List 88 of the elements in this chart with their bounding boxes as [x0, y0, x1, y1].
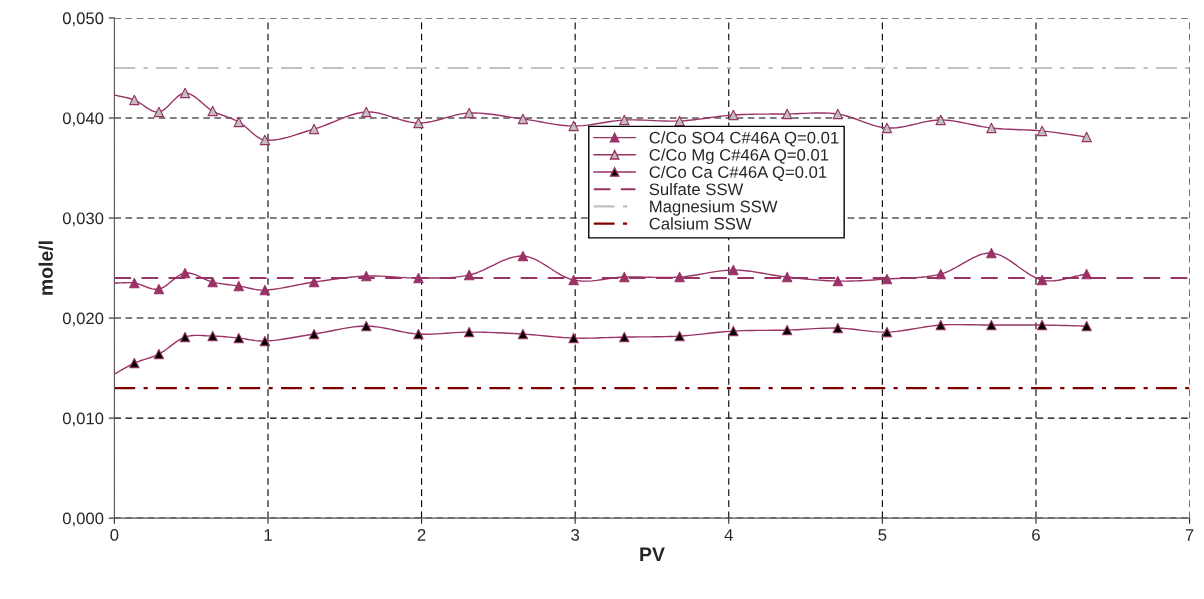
point	[728, 109, 739, 121]
point	[413, 117, 424, 129]
point	[832, 322, 844, 334]
point	[308, 328, 320, 340]
x-tick-label: 0	[110, 528, 119, 541]
point	[568, 120, 579, 132]
y-tick-label: 0,020	[62, 312, 104, 327]
point	[129, 277, 140, 289]
point	[413, 328, 424, 340]
point	[619, 331, 630, 343]
x-tick-label: 2	[417, 528, 426, 541]
point	[832, 108, 844, 120]
legend-label: C/Co Mg C#46A Q=0.01	[649, 148, 829, 165]
point	[463, 107, 475, 119]
x-tick-label: 6	[1032, 528, 1040, 541]
point	[568, 332, 579, 344]
point	[832, 275, 844, 287]
x-tick-label: 3	[571, 528, 580, 541]
point	[781, 324, 793, 336]
point	[1036, 319, 1048, 331]
point	[935, 268, 946, 280]
point	[619, 271, 630, 283]
x-tick-label: 1	[264, 529, 272, 541]
legend-label: Magnesium SSW	[650, 200, 778, 216]
y-tick-label: 0,000	[62, 512, 104, 527]
point	[1081, 320, 1092, 332]
point	[728, 264, 739, 276]
legend-label: Calsium SSW	[649, 217, 752, 230]
point	[568, 274, 579, 286]
point	[233, 116, 245, 128]
x-tick-label: 4	[724, 529, 733, 541]
point	[781, 108, 793, 120]
point	[619, 114, 630, 126]
legend-label: C/Co Ca C#46A Q=0.01	[649, 165, 827, 181]
point	[308, 123, 320, 135]
y-tick-label: 0,030	[62, 212, 104, 227]
point	[233, 332, 245, 344]
point	[517, 113, 529, 125]
point	[308, 276, 320, 288]
point	[781, 271, 793, 283]
point	[986, 319, 997, 331]
point	[179, 267, 191, 279]
y-tick-label: 0,040	[62, 112, 104, 127]
point	[361, 320, 372, 332]
point	[413, 272, 424, 284]
point	[463, 269, 475, 281]
point	[207, 105, 218, 117]
point	[179, 331, 191, 343]
x-tick-label: 7	[1185, 529, 1194, 541]
point	[674, 271, 685, 283]
point	[153, 106, 165, 118]
point	[1081, 131, 1092, 143]
point	[728, 325, 739, 337]
point	[881, 122, 893, 134]
point	[935, 319, 946, 331]
point	[463, 326, 475, 338]
y-axis-title: mole/l	[38, 241, 54, 295]
point	[881, 273, 893, 285]
point	[986, 122, 997, 134]
point	[153, 283, 165, 295]
point	[129, 94, 140, 106]
point	[129, 357, 140, 369]
point	[207, 276, 218, 288]
point	[1081, 268, 1092, 280]
point	[153, 348, 165, 360]
point	[1036, 125, 1048, 137]
y-tick-label: 0,010	[62, 412, 104, 427]
x-axis-title: PV	[640, 547, 665, 561]
point	[179, 87, 191, 99]
legend-label: Sulfate SSW	[649, 182, 744, 196]
point	[259, 284, 271, 296]
x-tick-label: 5	[878, 529, 887, 541]
point	[259, 335, 271, 347]
point	[674, 115, 685, 127]
point	[674, 330, 685, 342]
point	[1036, 274, 1048, 286]
point	[361, 106, 372, 118]
point	[517, 328, 529, 340]
y-tick-label: 0,050	[62, 12, 104, 27]
point	[881, 326, 893, 338]
point	[233, 280, 245, 292]
point	[259, 134, 271, 146]
point	[935, 114, 946, 126]
point	[986, 247, 997, 259]
point	[361, 270, 372, 282]
point	[207, 330, 218, 342]
legend-label: C/Co SO4 C#46A Q=0.01	[649, 131, 839, 147]
point	[517, 250, 529, 262]
